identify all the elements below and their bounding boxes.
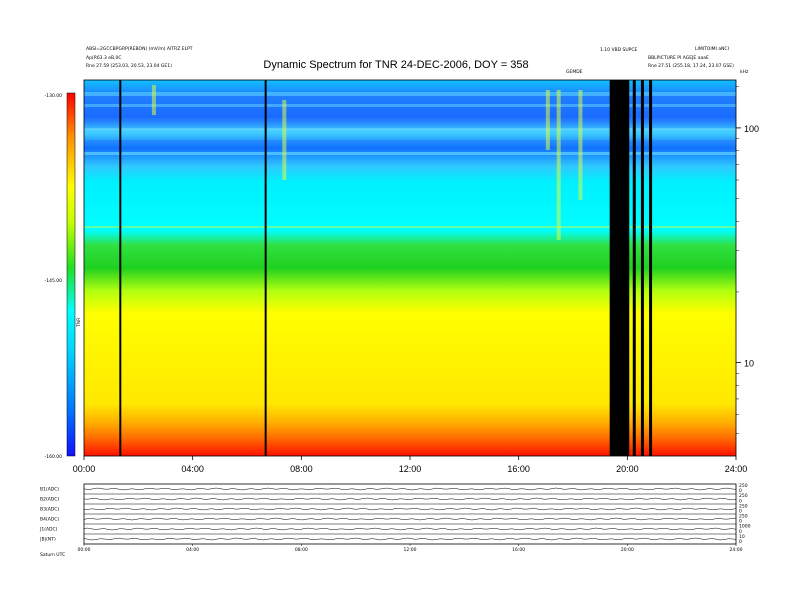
magnetometer-traces <box>83 487 737 541</box>
meta-left-line-2: Ap(R63.3 eB,0C <box>86 56 122 61</box>
colorbar-ticks: -130.00 -145.00 -160.00 <box>45 93 63 460</box>
panel-x-tick-label: 08:00 <box>295 547 308 553</box>
panel-trace <box>83 497 737 501</box>
x-tick-label: 00:00 <box>73 464 96 474</box>
x-tick-label: 24:00 <box>725 464 748 474</box>
spectrogram-band <box>84 152 736 155</box>
data-gap-line <box>640 80 644 456</box>
x-tick-label: 08:00 <box>290 464 313 474</box>
y-axis: 100 10 <box>736 86 759 434</box>
panel-x-tick-label: 16:00 <box>512 547 525 553</box>
spectrogram-band <box>84 128 736 131</box>
magnetometer-x-axis: 00:00 04:00 08:00 12:00 16:00 20:00 24:00 <box>78 544 743 553</box>
chart-title: Dynamic Spectrum for TNR 24-DEC-2006, DO… <box>263 59 529 71</box>
panel-right-tick-label: 0 <box>739 488 742 494</box>
x-tick-label: 20:00 <box>616 464 639 474</box>
meta-right-line-4: Rne 27.51 (255.18, 17.24, 23.07 GSE) <box>648 64 734 69</box>
panel-x-tick-label: 04:00 <box>186 547 199 553</box>
footer-label: Saturn UTC <box>40 552 65 558</box>
panel-x-tick-label: 12:00 <box>404 547 417 553</box>
spectrogram-image <box>84 80 736 456</box>
panel-x-tick-label: 24:00 <box>730 547 743 553</box>
panel-right-tick-label: 0 <box>739 539 742 545</box>
panel-right-tick-label: 250 <box>739 514 748 520</box>
panel-right-tick-label: 0 <box>739 508 742 514</box>
y-tick-label: 10 <box>744 359 754 369</box>
colorbar-tick-label: -130.00 <box>45 93 63 99</box>
emission-streak <box>556 90 561 240</box>
panel-label: B1(ADC) <box>40 487 59 493</box>
data-gap-line <box>119 80 122 456</box>
meta-right-line-2: LIMITOIMI aNCI <box>695 47 729 52</box>
spectrogram-band <box>84 104 736 107</box>
colorbar-tick-label: -145.00 <box>45 278 63 284</box>
panel-label: B3(ADC) <box>40 507 59 513</box>
data-gap-line <box>649 80 653 456</box>
panel-trace <box>83 507 737 511</box>
meta-left-line-1: ABSI=2GCCBPGRP(REBON) (mV/m) AITRZ ELPT <box>86 47 193 52</box>
spectrogram-band <box>84 118 736 122</box>
panel-trace <box>83 527 737 531</box>
meta-right-line-1: 1.10 VBD SUPCE <box>600 48 638 53</box>
emission-streak <box>151 85 156 115</box>
x-tick-label: 16:00 <box>507 464 530 474</box>
panel-x-tick-label: 00:00 <box>78 547 91 553</box>
panel-trace <box>83 537 737 541</box>
colorbar-label: TNR <box>76 318 82 328</box>
spectrogram-band <box>84 92 736 96</box>
event-marker-label: GEMDE <box>566 70 583 75</box>
panel-trace <box>83 517 737 521</box>
data-gap-line <box>632 80 636 456</box>
data-gap-line <box>623 80 630 456</box>
emission-streak <box>282 100 287 180</box>
panel-label: |B|(NT) <box>40 537 56 543</box>
spectrogram-bands <box>84 85 736 240</box>
spectrogram-band <box>84 226 736 228</box>
magnetometer-panel-labels: B1(ADC) B2(ADC) B3(ADC) B4(ADC) J1(ADC) |B|(N… <box>39 483 751 545</box>
x-axis: 00:00 04:00 08:00 12:00 16:00 20:00 24:00 <box>73 456 748 474</box>
panel-right-tick-label: 0 <box>739 529 742 535</box>
panel-right-tick-label: 250 <box>739 483 748 489</box>
panel-right-tick-label: 1000 <box>739 524 751 530</box>
panel-right-tick-label: 0 <box>739 519 742 525</box>
data-gap-line <box>264 80 267 456</box>
spectrogram-band <box>84 140 736 144</box>
x-tick-label: 04:00 <box>181 464 204 474</box>
panel-label: B2(ADC) <box>40 497 59 503</box>
panel-label: J1(ADC) <box>39 527 58 533</box>
colorbar-tick-label: -160.00 <box>45 454 63 460</box>
panel-right-tick-label: 250 <box>739 493 748 499</box>
panel-trace <box>83 487 737 491</box>
panel-x-tick-label: 20:00 <box>621 547 634 553</box>
panel-right-tick-label: 10 <box>739 534 745 540</box>
emission-streak <box>578 90 583 200</box>
meta-right-line-3: BBLPICTURE PI AGEJE aaaE <box>648 56 709 61</box>
panel-right-tick-label: 250 <box>739 503 748 509</box>
freq-unit-label: kHz <box>740 70 749 75</box>
panel-right-tick-label: 0 <box>739 498 742 504</box>
panel-label: B4(ADC) <box>40 517 59 523</box>
x-tick-label: 12:00 <box>399 464 422 474</box>
emission-streak <box>545 90 550 150</box>
data-gaps <box>119 80 653 456</box>
colorbar <box>66 92 76 457</box>
y-tick-label: 100 <box>744 124 759 134</box>
meta-left-line-3: Rne 27.59 (253.03, 20.53, 23.04 GE1) <box>86 64 172 69</box>
